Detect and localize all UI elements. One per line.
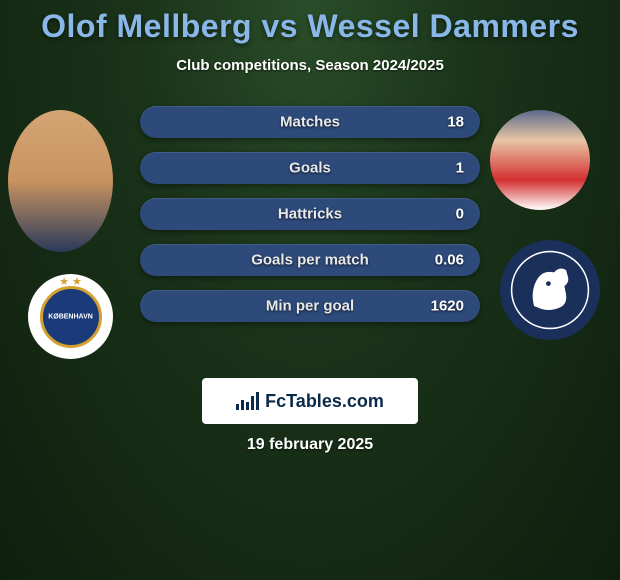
avatar-placeholder — [490, 110, 590, 210]
date-text: 19 february 2025 — [0, 436, 620, 454]
stat-value-right: 18 — [447, 114, 464, 131]
stars-icon: ★ ★ — [59, 275, 82, 288]
comparison-panel: ★ ★ KØBENHAVN Matches 18 Goals 1 Hattric… — [0, 102, 620, 362]
club-right-badge — [500, 240, 600, 340]
player-left-avatar — [8, 110, 113, 252]
chart-icon — [236, 392, 259, 410]
avatar-placeholder — [8, 110, 113, 252]
stat-label: Goals — [289, 160, 331, 177]
club-crest-text: KØBENHAVN — [48, 313, 93, 320]
club-left-badge: ★ ★ KØBENHAVN — [28, 274, 113, 359]
stat-value-right: 1 — [456, 160, 464, 177]
player-right-avatar — [490, 110, 590, 210]
stat-row: Goals per match 0.06 — [140, 244, 480, 276]
stat-label: Min per goal — [266, 298, 354, 315]
stat-label: Matches — [280, 114, 340, 131]
stat-value-right: 0 — [456, 206, 464, 223]
horse-icon — [510, 250, 590, 330]
stat-label: Hattricks — [278, 206, 342, 223]
page-title: Olof Mellberg vs Wessel Dammers — [0, 0, 620, 45]
page-subtitle: Club competitions, Season 2024/2025 — [0, 57, 620, 74]
stat-row: Matches 18 — [140, 106, 480, 138]
stat-value-right: 0.06 — [435, 252, 464, 269]
stat-value-right: 1620 — [431, 298, 464, 315]
club-crest-icon: ★ ★ KØBENHAVN — [40, 286, 102, 348]
brand-text: FcTables.com — [265, 391, 384, 412]
stat-label: Goals per match — [251, 252, 369, 269]
stats-list: Matches 18 Goals 1 Hattricks 0 Goals per… — [140, 106, 480, 336]
stat-row: Min per goal 1620 — [140, 290, 480, 322]
stat-row: Goals 1 — [140, 152, 480, 184]
brand-badge[interactable]: FcTables.com — [202, 378, 418, 424]
stat-row: Hattricks 0 — [140, 198, 480, 230]
